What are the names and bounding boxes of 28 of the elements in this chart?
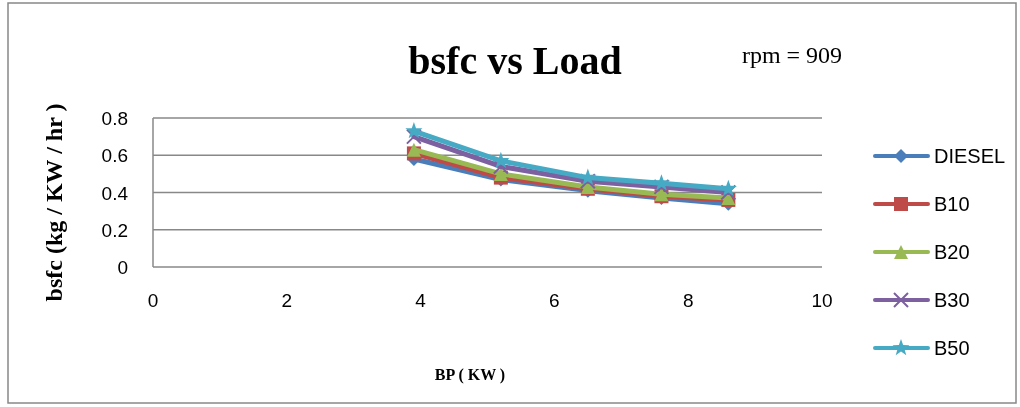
point (405, 128, 422, 145)
y-tick-label: 0.8 (101, 108, 128, 129)
y-axis-title: bsfc (kg / KW / hr ) (41, 103, 67, 302)
legend-label: B10 (934, 193, 970, 215)
legend-label: DIESEL (934, 145, 1006, 167)
x-tick-label: 10 (811, 290, 833, 311)
x-tick-label: 2 (281, 290, 293, 311)
x-tick-label: 4 (415, 290, 427, 311)
x-axis-title: BP ( KW ) (434, 366, 506, 384)
y-tick-label: 0.2 (101, 219, 128, 241)
point (406, 142, 421, 157)
text: rpm = 909 (741, 42, 843, 68)
legend-label: B50 (934, 337, 970, 359)
point (493, 166, 508, 181)
y-tick-label: 0 (117, 257, 128, 278)
point (653, 178, 670, 195)
point (405, 122, 423, 139)
point (720, 184, 737, 201)
y-tick-label: 0.4 (101, 182, 129, 204)
chart-title: bsfc vs Load (408, 38, 622, 83)
legend-label: B20 (934, 241, 970, 263)
point (579, 173, 596, 190)
point (652, 174, 670, 191)
x-tick-label: 8 (682, 290, 694, 311)
legend-label: B30 (934, 289, 970, 311)
y-tick-label: 0.6 (101, 145, 128, 167)
x-tick-label: 6 (549, 290, 560, 311)
x-tick-label: 0 (147, 290, 159, 311)
